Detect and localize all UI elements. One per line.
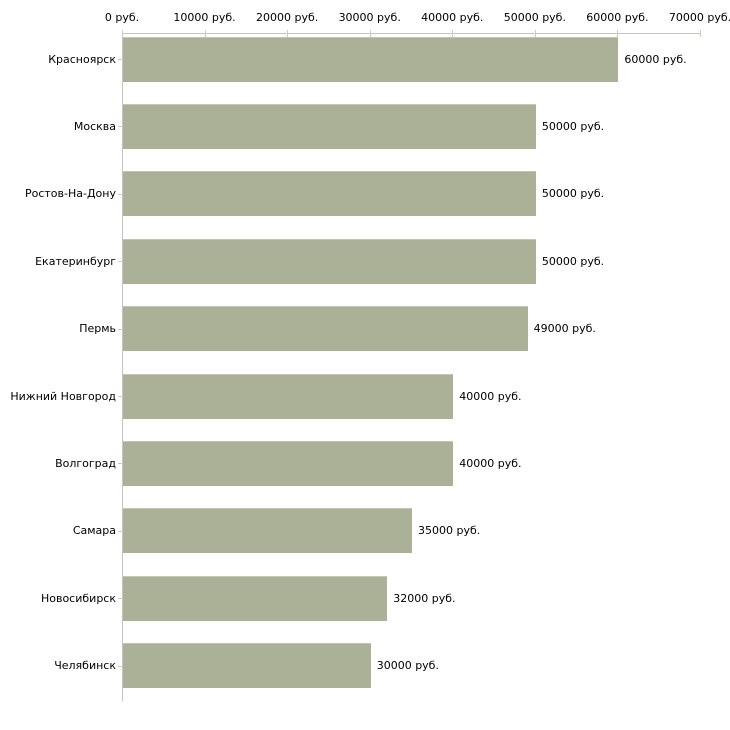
y-axis-tick-mark [118, 530, 125, 532]
x-axis-tick-mark [452, 30, 454, 37]
bar [123, 103, 536, 149]
x-axis-tick-label: 70000 руб. [668, 11, 730, 24]
bar [123, 171, 536, 217]
bar-value-label: 50000 руб. [541, 187, 605, 201]
category-label: Москва [73, 119, 116, 133]
bar [123, 575, 388, 621]
x-axis-tick-mark [287, 30, 289, 37]
bar [123, 306, 528, 352]
bar-value-label: 35000 руб. [418, 524, 481, 538]
x-axis-tick-label: 60000 руб. [586, 11, 649, 24]
x-axis-tick-mark [122, 30, 123, 37]
category-label: Красноярск [48, 52, 116, 66]
y-axis-tick-mark [118, 463, 125, 465]
category-label: Челябинск [54, 659, 116, 673]
bar-value-label: 50000 руб. [541, 254, 605, 268]
y-axis-tick-mark [118, 598, 125, 600]
y-axis-tick-mark [118, 59, 125, 60]
bar-value-label: 32000 руб. [393, 591, 456, 605]
bar-value-label: 49000 руб. [533, 322, 596, 336]
x-axis-tick-label: 50000 руб. [503, 11, 566, 24]
category-label: Ростов-На-Дону [24, 187, 116, 201]
bar-value-label: 60000 руб. [624, 52, 687, 66]
category-label: Самара [72, 524, 116, 538]
x-axis-tick-label: 10000 руб. [173, 11, 236, 24]
y-axis-line [122, 33, 123, 701]
x-axis-tick-mark [369, 30, 371, 37]
x-axis-tick-mark [617, 30, 619, 37]
x-axis-tick-label: 30000 руб. [338, 11, 401, 24]
bar-value-label: 30000 руб. [376, 659, 439, 673]
x-axis-tick-label: 20000 руб. [256, 11, 319, 24]
y-axis-tick-mark [118, 261, 125, 263]
category-label: Волгоград [55, 456, 116, 470]
x-axis-tick-mark [204, 30, 206, 37]
bar-value-label: 50000 руб. [541, 119, 605, 133]
bar [123, 508, 412, 554]
bar-value-label: 40000 руб. [459, 456, 522, 470]
category-label: Пермь [79, 322, 116, 336]
category-label: Новосибирск [40, 591, 116, 605]
bar [123, 643, 371, 689]
x-axis-tick-label: 0 руб. [104, 11, 140, 24]
x-axis-line [122, 33, 700, 34]
bar [123, 373, 454, 419]
category-label: Екатеринбург [35, 254, 116, 268]
bar [123, 238, 536, 284]
y-axis-tick-mark [118, 328, 125, 330]
bar [123, 440, 454, 486]
y-axis-tick-mark [118, 396, 125, 397]
y-axis-tick-mark [118, 126, 125, 128]
x-axis-tick-mark [700, 30, 701, 37]
bar-value-label: 40000 руб. [459, 389, 522, 403]
bar [123, 36, 619, 82]
y-axis-tick-mark [118, 193, 125, 195]
x-axis-tick-mark [534, 30, 536, 37]
category-label: Нижний Новгород [10, 389, 116, 403]
y-axis-tick-mark [118, 665, 125, 667]
x-axis-tick-label: 40000 руб. [421, 11, 484, 24]
